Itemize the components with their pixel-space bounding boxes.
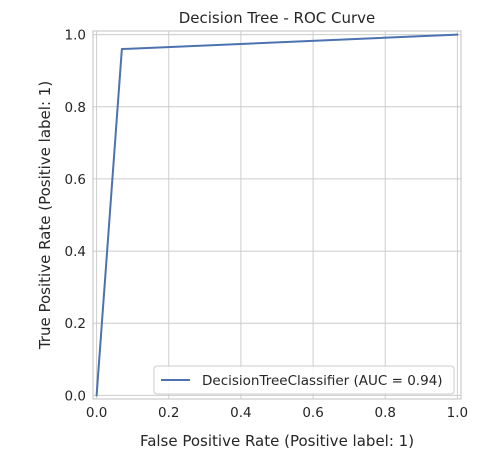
- chart-title: Decision Tree - ROC Curve: [179, 9, 376, 27]
- legend-label: DecisionTreeClassifier (AUC = 0.94): [202, 373, 443, 389]
- x-axis-label: False Positive Rate (Positive label: 1): [140, 432, 414, 450]
- plot-background: [93, 31, 461, 399]
- y-tick-label: 0.0: [65, 388, 86, 404]
- x-tick-label: 0.2: [158, 405, 179, 421]
- y-tick-label: 1.0: [65, 28, 86, 44]
- x-tick-label: 0.8: [374, 405, 395, 421]
- y-tick-label: 0.4: [65, 244, 86, 260]
- plot-frame: [92, 30, 462, 400]
- x-tick-label: 0.6: [302, 405, 323, 421]
- y-tick-label: 0.8: [65, 100, 86, 116]
- legend-box: [153, 365, 455, 395]
- grid-lines: [93, 31, 461, 399]
- y-tick-label: 0.6: [65, 172, 86, 188]
- x-tick-label: 0.0: [86, 405, 107, 421]
- x-tick-label: 0.4: [230, 405, 251, 421]
- legend: DecisionTreeClassifier (AUC = 0.94): [153, 365, 455, 395]
- y-axis-label: True Positive Rate (Positive label: 1): [36, 81, 54, 350]
- x-tick-label: 1.0: [447, 405, 468, 421]
- y-tick-label: 0.2: [65, 316, 86, 332]
- series-lines: [95, 33, 459, 397]
- roc-curve-line: [95, 33, 459, 397]
- tick-labels: 0.0 0.2 0.4 0.6 0.8 1.0 0.0 0.2 0.4 0.6 0.8 1.0: [65, 28, 469, 421]
